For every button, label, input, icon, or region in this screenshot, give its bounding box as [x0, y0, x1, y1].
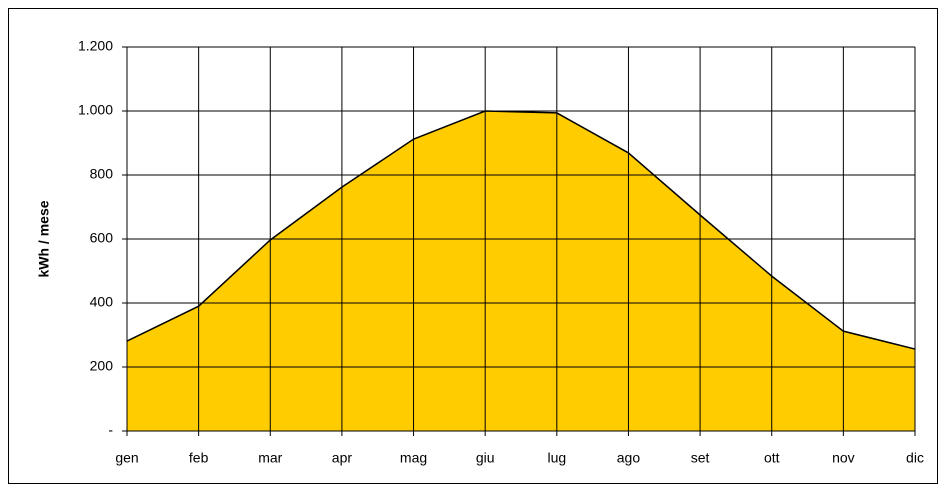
x-tick-label: apr: [332, 450, 353, 466]
x-tick-label: ago: [617, 450, 641, 466]
x-tick-label: dic: [906, 450, 924, 466]
y-tick-label: 200: [90, 358, 114, 374]
x-tick-label: nov: [832, 450, 855, 466]
y-tick-label: 600: [90, 230, 114, 246]
y-tick-label: 400: [90, 294, 114, 310]
x-tick-label: mag: [400, 450, 427, 466]
x-tick-label: giu: [476, 450, 495, 466]
y-tick-label: -: [108, 422, 113, 438]
y-tick-label: 1.200: [78, 38, 113, 54]
area-line: [126, 110, 916, 350]
y-tick-label: 1.000: [78, 102, 113, 118]
x-tick-label: ott: [764, 450, 780, 466]
y-tick-label: 800: [90, 166, 114, 182]
x-tick-label: gen: [115, 450, 138, 466]
area: [127, 111, 915, 431]
x-tick-label: mar: [258, 450, 282, 466]
x-tick-label: feb: [189, 450, 209, 466]
x-tick-label: set: [691, 450, 710, 466]
x-tick-label: lug: [547, 450, 566, 466]
y-axis-label: kWh / mese: [36, 200, 52, 277]
